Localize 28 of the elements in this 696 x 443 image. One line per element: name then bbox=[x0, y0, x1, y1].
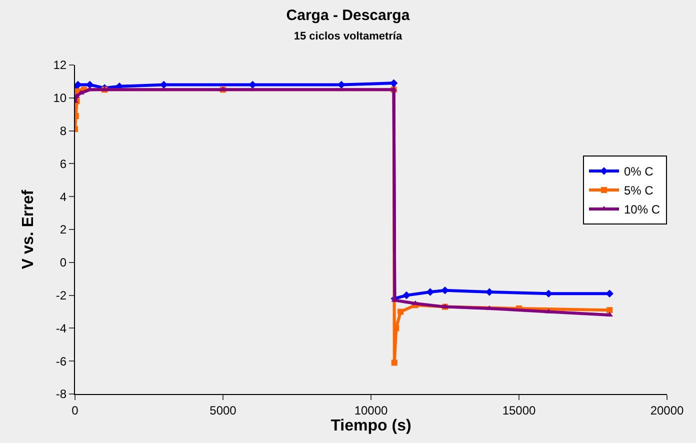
y-tick-label: 12 bbox=[53, 58, 67, 72]
point bbox=[391, 360, 398, 366]
y-tick-label: 2 bbox=[60, 222, 67, 237]
x-tick-label: 0 bbox=[72, 403, 79, 418]
y-tick-label: 10 bbox=[53, 91, 67, 106]
x-tick-label: 15000 bbox=[502, 403, 536, 418]
y-tick-label: -8 bbox=[56, 387, 67, 402]
y-tick-label: -6 bbox=[56, 354, 67, 368]
legend-label: 0% C bbox=[624, 164, 654, 179]
point bbox=[606, 307, 613, 314]
y-tick-label: 6 bbox=[60, 156, 67, 171]
x-axis-title: Tiempo (s) bbox=[330, 417, 412, 434]
x-tick-label: 20000 bbox=[650, 403, 684, 418]
chart-title: Carga - Descarga bbox=[286, 6, 410, 24]
legend-label: 5% C bbox=[624, 184, 654, 198]
y-tick-label: 8 bbox=[60, 124, 67, 138]
point bbox=[402, 291, 410, 300]
y-tick-label: -4 bbox=[56, 321, 67, 336]
chart-subtitle: 15 ciclos voltametría bbox=[294, 30, 403, 42]
point bbox=[398, 308, 404, 315]
legend-label: 10% C bbox=[624, 202, 660, 217]
y-tick-label: 0 bbox=[60, 256, 67, 270]
x-tick-label: 10000 bbox=[354, 403, 388, 418]
point bbox=[486, 288, 494, 296]
x-tick-label: 5000 bbox=[210, 403, 237, 418]
y-tick-label: 4 bbox=[60, 190, 67, 204]
y-tick-label: -2 bbox=[56, 288, 67, 302]
y-axis-title: V vs. Erref bbox=[20, 189, 38, 270]
